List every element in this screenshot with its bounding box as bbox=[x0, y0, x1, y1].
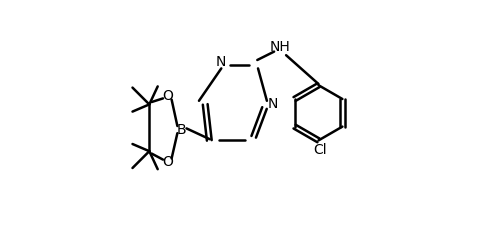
Text: N: N bbox=[267, 97, 277, 111]
Text: O: O bbox=[162, 89, 172, 103]
Text: N: N bbox=[216, 55, 226, 69]
Text: O: O bbox=[162, 155, 172, 169]
Text: B: B bbox=[177, 123, 186, 137]
Text: Cl: Cl bbox=[312, 143, 326, 157]
Text: NH: NH bbox=[269, 40, 290, 54]
